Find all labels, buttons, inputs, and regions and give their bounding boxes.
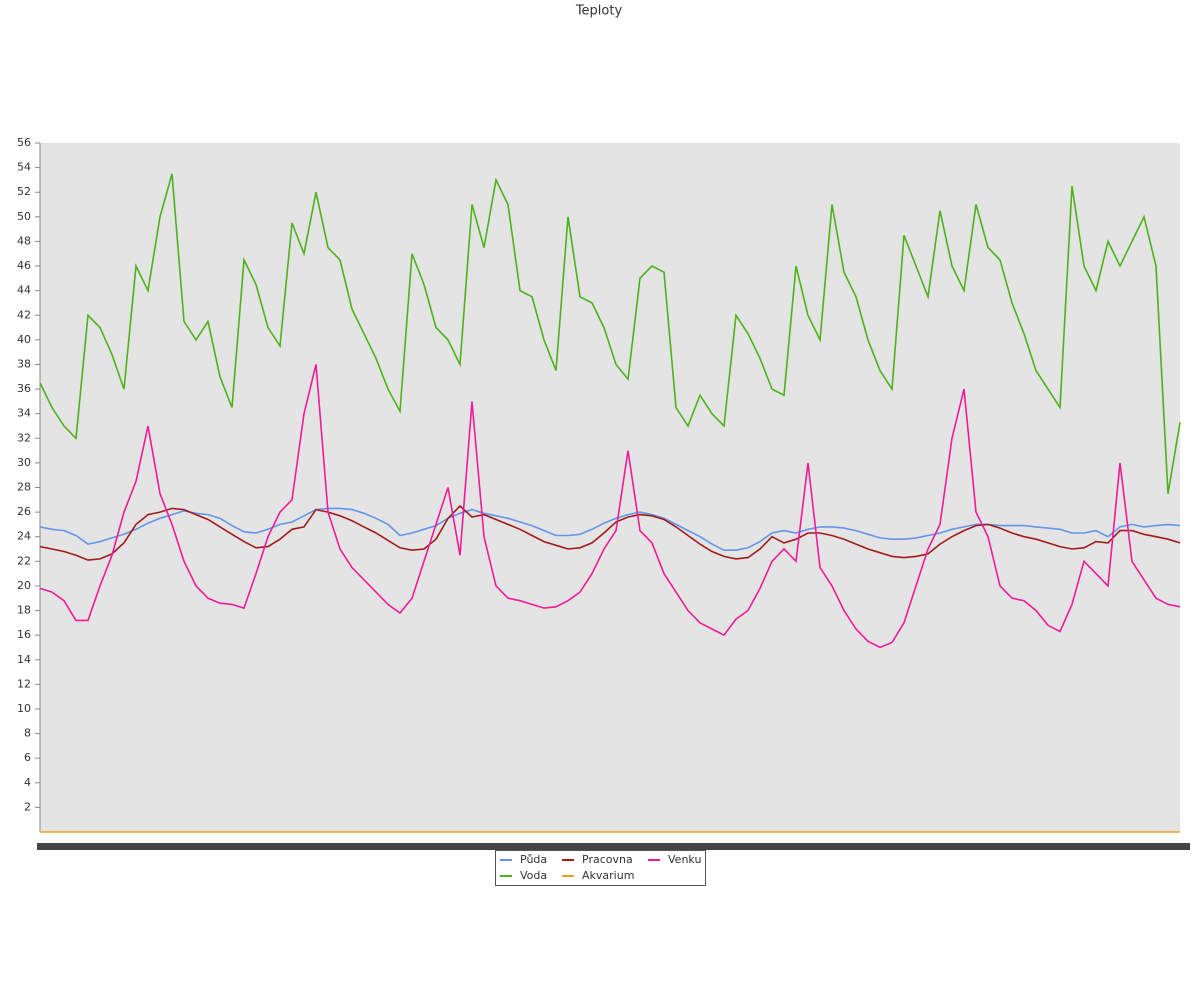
series-line: [39, 364, 1181, 649]
y-tick-label: 18: [17, 604, 31, 617]
y-tick-label: 8: [24, 727, 31, 740]
y-tick-label: 6: [24, 751, 31, 764]
legend-label: Voda: [520, 869, 547, 882]
y-tick-label: 4: [24, 776, 31, 789]
legend-label: Akvarium: [582, 869, 634, 882]
y-tick-label: 52: [17, 185, 31, 198]
y-tick-label: 32: [17, 431, 31, 444]
y-tick-label: 24: [17, 530, 31, 543]
legend-box: [495, 850, 706, 886]
y-tick-label: 54: [17, 161, 31, 174]
y-tick-label: 30: [17, 456, 31, 469]
y-tick-label: 46: [17, 259, 31, 272]
series-line: [39, 504, 1181, 561]
legend-label: Venku: [668, 853, 701, 866]
y-tick-label: 2: [24, 800, 31, 813]
y-tick-label: 50: [17, 210, 31, 223]
y-tick-label: 48: [17, 234, 31, 247]
series-line: [39, 173, 1181, 494]
y-tick-label: 20: [17, 579, 31, 592]
x-axis-labels-band: [37, 843, 1190, 850]
y-tick-label: 10: [17, 702, 31, 715]
chart-title: Teploty: [575, 4, 623, 19]
y-tick-label: 56: [17, 136, 31, 149]
y-tick-label: 28: [17, 481, 31, 494]
y-tick-label: 36: [17, 382, 31, 395]
y-tick-label: 40: [17, 333, 31, 346]
y-tick-label: 26: [17, 505, 31, 518]
y-tick-label: 22: [17, 554, 31, 567]
y-tick-label: 34: [17, 407, 31, 420]
y-tick-label: 38: [17, 357, 31, 370]
y-tick-label: 14: [17, 653, 31, 666]
y-tick-label: 44: [17, 284, 31, 297]
y-tick-label: 16: [17, 628, 31, 641]
plot-area: [40, 143, 1180, 832]
legend-label: Půda: [520, 853, 547, 866]
legend-label: Pracovna: [582, 853, 633, 866]
y-tick-label: 12: [17, 677, 31, 690]
y-tick-label: 42: [17, 308, 31, 321]
